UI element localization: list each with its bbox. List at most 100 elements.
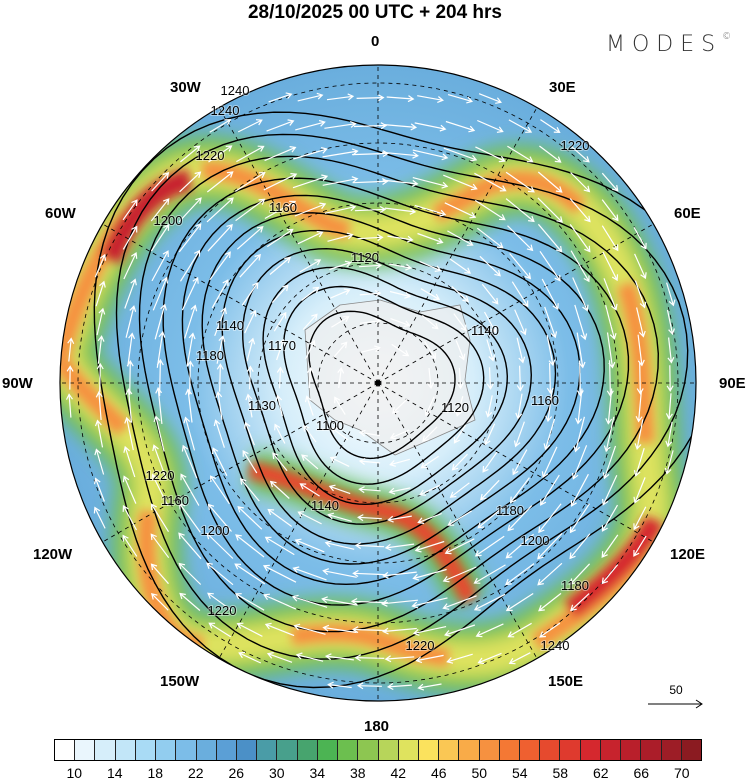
wind-arrow-icon xyxy=(417,232,444,245)
wind-arrow-icon xyxy=(417,512,442,525)
wind-arrow-icon xyxy=(666,365,674,392)
wind-arrow-icon xyxy=(267,508,293,527)
wind-arrow-icon xyxy=(424,396,435,417)
wind-arrow-icon xyxy=(477,652,502,665)
wind-arrow-icon xyxy=(262,564,297,583)
wind-arrow-icon xyxy=(387,235,414,243)
wind-arrow-icon xyxy=(151,172,170,192)
wind-arrow-icon xyxy=(538,592,562,612)
wind-arrow-icon xyxy=(181,276,199,311)
wind-arrow-icon xyxy=(244,309,257,334)
wind-arrow-icon xyxy=(295,119,326,131)
colorbar-swatch xyxy=(520,740,541,760)
wind-arrow-icon xyxy=(236,226,264,250)
colorbar-label: 46 xyxy=(430,765,447,781)
lon-label-0: 0 xyxy=(371,33,380,50)
colorbar-label: 18 xyxy=(147,765,164,781)
wind-arrow-icon xyxy=(97,335,105,364)
wind-arrow-icon xyxy=(156,331,166,368)
wind-arrow-icon xyxy=(415,654,444,664)
wind-arrow-icon xyxy=(382,627,417,635)
wind-arrow-icon xyxy=(95,280,106,307)
wind-arrow-icon xyxy=(356,94,385,102)
colorbar-swatch xyxy=(95,740,116,760)
wind-arrow-icon xyxy=(359,262,383,270)
wind-arrow-icon xyxy=(96,307,106,336)
wind-arrow-icon xyxy=(272,452,288,472)
wind-arrow-icon xyxy=(411,597,448,609)
contour-label: 1180 xyxy=(496,503,524,518)
wind-arrow-icon xyxy=(576,360,584,397)
longitude-line xyxy=(377,382,656,544)
colorbar-swatch xyxy=(540,740,561,760)
contour-label: 1140 xyxy=(216,318,244,333)
wind-arrow-icon xyxy=(356,682,382,690)
wind-arrow-icon xyxy=(444,538,475,555)
wind-arrow-icon xyxy=(505,533,534,559)
wind-arrow-icon xyxy=(514,309,527,336)
height-contour xyxy=(262,266,509,506)
wind-arrow-icon xyxy=(353,122,388,130)
wind-arrow-icon xyxy=(321,596,358,606)
longitude-line xyxy=(377,105,539,384)
wind-arrow-icon xyxy=(264,622,295,637)
wind-arrow-icon xyxy=(206,197,234,223)
wind-arrow-icon xyxy=(358,457,381,465)
wind-arrow-icon xyxy=(603,278,618,311)
contour-label: 1220 xyxy=(406,638,435,653)
wind-arrow-icon xyxy=(486,367,494,390)
lon-label-150e: 150E xyxy=(548,673,584,690)
wind-arrow-icon xyxy=(445,120,476,133)
wind-arrow-icon xyxy=(380,599,418,607)
wind-arrow-icon xyxy=(447,230,474,246)
height-contour xyxy=(138,155,660,633)
colorbar-label: 38 xyxy=(349,765,366,781)
colorbar-swatch xyxy=(378,740,399,760)
contour-label: 1220 xyxy=(208,603,237,618)
wind-arrow-icon xyxy=(212,447,228,477)
wind-arrow-icon xyxy=(427,367,435,390)
wind-arrow-icon xyxy=(634,253,647,280)
colorbar-label: 62 xyxy=(592,765,609,781)
contour-label: 1120 xyxy=(441,400,469,415)
contour-label: 1130 xyxy=(248,398,276,413)
wind-arrow-icon xyxy=(473,564,506,584)
wind-arrow-icon xyxy=(239,478,260,502)
wind-arrow-icon xyxy=(236,145,265,163)
colorbar-swatch xyxy=(418,740,440,760)
wind-arrow-icon xyxy=(508,119,533,133)
wind-arrow-icon xyxy=(421,314,439,330)
contour-label: 1160 xyxy=(161,493,189,508)
wind-arrow-icon xyxy=(301,286,320,301)
colorbar-swatch xyxy=(499,740,521,760)
wind-arrow-icon xyxy=(516,337,526,364)
wind-arrow-icon xyxy=(329,456,350,467)
wind-arrow-icon xyxy=(539,145,562,163)
wind-arrow-icon xyxy=(180,473,200,506)
wind-arrow-icon xyxy=(386,683,412,691)
contour-label: 1200 xyxy=(154,213,183,228)
colorbar-swatch xyxy=(317,740,339,760)
wind-arrow-icon xyxy=(264,200,297,220)
lon-label-90e: 90E xyxy=(719,375,746,392)
wind-arrow-icon xyxy=(150,503,170,533)
contour-label: 1220 xyxy=(146,468,175,483)
wind-arrow-icon xyxy=(633,227,647,250)
wind-arrow-icon xyxy=(475,146,506,163)
wind-arrow-icon xyxy=(389,429,410,440)
longitude-line xyxy=(217,105,379,384)
wind-arrow-icon xyxy=(357,514,382,522)
wind-arrow-icon xyxy=(412,626,447,636)
wind-arrow-icon xyxy=(572,277,589,312)
wind-arrow-icon xyxy=(292,566,327,581)
wind-arrow-icon xyxy=(484,423,496,446)
colorbar-swatch xyxy=(661,740,682,760)
wind-arrow-icon xyxy=(420,455,439,469)
wind-arrow-icon xyxy=(235,534,265,558)
colorbar xyxy=(54,739,702,761)
wind-arrow-icon xyxy=(209,119,232,133)
wind-arrow-icon xyxy=(451,286,470,303)
wind-arrow-icon xyxy=(327,232,354,242)
wind-arrow-icon xyxy=(297,230,324,245)
wind-arrow-icon xyxy=(570,172,591,193)
